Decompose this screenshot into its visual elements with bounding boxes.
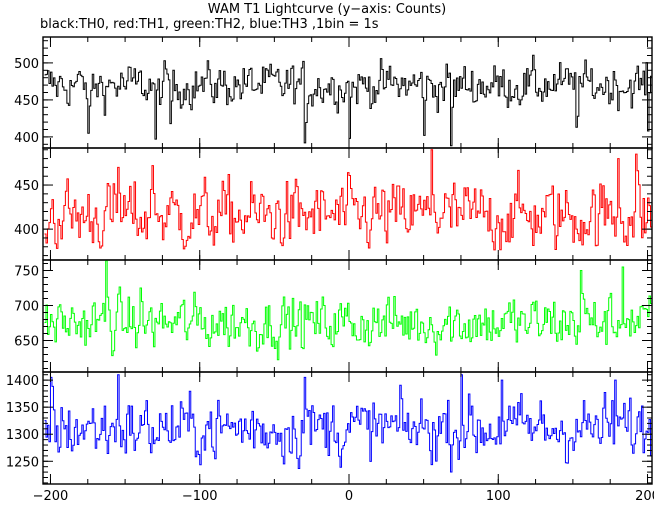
y-tick-label-TH2: 700 (14, 300, 39, 315)
chart-title: WAM T1 Lightcurve (y−axis: Counts) (207, 2, 447, 17)
series-line-TH3 (44, 374, 652, 473)
series-line-TH0 (44, 54, 652, 147)
y-tick-label-TH2: 650 (14, 335, 39, 350)
series-line-TH2 (44, 260, 652, 361)
chart-subtitle: black:TH0, red:TH1, green:TH2, blue:TH3 … (40, 17, 379, 32)
y-tick-label-TH1: 450 (14, 179, 39, 194)
x-tick-label: −100 (182, 489, 218, 504)
panel-frame-TH3 (42, 371, 653, 485)
x-tick-label: 0 (345, 489, 353, 504)
y-tick-label-TH3: 1400 (6, 374, 39, 389)
x-tick-label: −200 (33, 489, 69, 504)
series-line-TH1 (44, 149, 652, 251)
y-tick-label-TH2: 750 (14, 265, 39, 280)
y-tick-label-TH0: 500 (14, 57, 39, 72)
x-tick-label: 200 (635, 489, 654, 504)
x-tick-label: 100 (486, 489, 511, 504)
y-tick-label-TH3: 1300 (6, 428, 39, 443)
y-tick-label-TH0: 450 (14, 94, 39, 109)
y-tick-label-TH0: 400 (14, 131, 39, 146)
y-tick-label-TH3: 1250 (6, 455, 39, 470)
y-tick-label-TH3: 1350 (6, 401, 39, 416)
y-tick-label-TH1: 400 (14, 223, 39, 238)
panel-frame-TH0 (42, 36, 653, 149)
